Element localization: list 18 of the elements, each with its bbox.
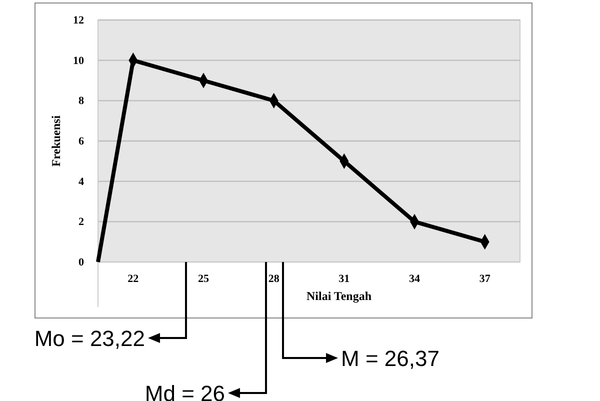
x-axis-title: Nilai Tengah <box>306 289 372 303</box>
y-tick-label: 6 <box>78 136 84 148</box>
x-tick-label: 31 <box>338 272 350 285</box>
x-tick-label: 22 <box>128 272 140 285</box>
y-tick-label: 0 <box>78 256 84 269</box>
text: Md = 26 <box>144 381 225 401</box>
y-axis-title: Frekuensi <box>49 114 63 167</box>
x-tick-label: 34 <box>409 272 420 285</box>
y-tick-label: 12 <box>73 14 84 27</box>
x-tick-label: 25 <box>198 272 210 285</box>
y-tick-label: 10 <box>73 54 84 67</box>
x-tick-label: 37 <box>479 272 491 285</box>
y-tick-label: 4 <box>78 176 84 188</box>
text: Mo = 23,22 <box>34 326 145 351</box>
y-tick-label: 8 <box>78 95 84 108</box>
y-tick-label: 2 <box>78 216 84 228</box>
text: M = 26,37 <box>341 346 440 371</box>
x-tick-label: 28 <box>268 272 280 285</box>
